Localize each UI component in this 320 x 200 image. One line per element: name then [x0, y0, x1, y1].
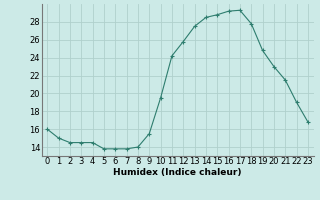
X-axis label: Humidex (Indice chaleur): Humidex (Indice chaleur)	[113, 168, 242, 177]
